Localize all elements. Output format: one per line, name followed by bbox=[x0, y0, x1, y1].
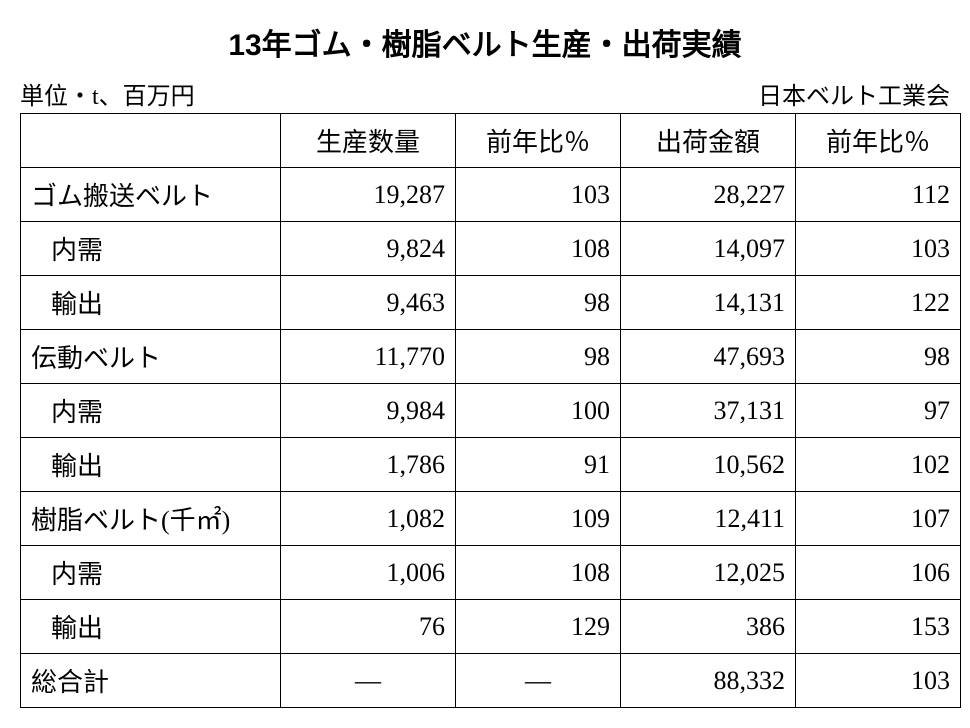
table-row: 内需9,98410037,13197 bbox=[21, 384, 961, 438]
table-row: 樹脂ベルト(千㎡)1,08210912,411107 bbox=[21, 492, 961, 546]
row-label: 樹脂ベルト(千㎡) bbox=[21, 492, 281, 546]
cell: 14,131 bbox=[621, 276, 796, 330]
table-row: 伝動ベルト11,7709847,69398 bbox=[21, 330, 961, 384]
cell: 100 bbox=[456, 384, 621, 438]
cell: ― bbox=[456, 654, 621, 708]
cell: 386 bbox=[621, 600, 796, 654]
page-title: 13年ゴム・樹脂ベルト生産・出荷実績 bbox=[20, 20, 950, 64]
cell: 98 bbox=[456, 276, 621, 330]
cell: 12,411 bbox=[621, 492, 796, 546]
cell: ― bbox=[281, 654, 456, 708]
cell: 19,287 bbox=[281, 168, 456, 222]
row-label: 内需 bbox=[21, 384, 281, 438]
table-row: 輸出76129386153 bbox=[21, 600, 961, 654]
cell: 97 bbox=[796, 384, 961, 438]
cell: 37,131 bbox=[621, 384, 796, 438]
cell: 1,786 bbox=[281, 438, 456, 492]
row-label: 輸出 bbox=[21, 438, 281, 492]
row-label: 輸出 bbox=[21, 600, 281, 654]
row-label: 輸出 bbox=[21, 276, 281, 330]
data-table: 生産数量 前年比％ 出荷金額 前年比％ ゴム搬送ベルト19,28710328,2… bbox=[20, 113, 961, 708]
cell: 1,006 bbox=[281, 546, 456, 600]
cell: 108 bbox=[456, 546, 621, 600]
cell: 11,770 bbox=[281, 330, 456, 384]
cell: 76 bbox=[281, 600, 456, 654]
cell: 88,332 bbox=[621, 654, 796, 708]
row-label: 総合計 bbox=[21, 654, 281, 708]
table-body: ゴム搬送ベルト19,28710328,227112内需9,82410814,09… bbox=[21, 168, 961, 708]
col-header-blank bbox=[21, 114, 281, 168]
row-label: ゴム搬送ベルト bbox=[21, 168, 281, 222]
row-label: 内需 bbox=[21, 546, 281, 600]
cell: 107 bbox=[796, 492, 961, 546]
cell: 108 bbox=[456, 222, 621, 276]
table-row: ゴム搬送ベルト19,28710328,227112 bbox=[21, 168, 961, 222]
row-label: 伝動ベルト bbox=[21, 330, 281, 384]
cell: 9,463 bbox=[281, 276, 456, 330]
unit-label: 単位・t、百万円 bbox=[20, 76, 195, 111]
cell: 122 bbox=[796, 276, 961, 330]
cell: 129 bbox=[456, 600, 621, 654]
table-row: 内需1,00610812,025106 bbox=[21, 546, 961, 600]
cell: 14,097 bbox=[621, 222, 796, 276]
cell: 103 bbox=[456, 168, 621, 222]
col-header-yoy-1: 前年比％ bbox=[456, 114, 621, 168]
table-row: 総合計――88,332103 bbox=[21, 654, 961, 708]
table-header-row: 生産数量 前年比％ 出荷金額 前年比％ bbox=[21, 114, 961, 168]
col-header-yoy-2: 前年比％ bbox=[796, 114, 961, 168]
cell: 109 bbox=[456, 492, 621, 546]
col-header-production-qty: 生産数量 bbox=[281, 114, 456, 168]
cell: 9,984 bbox=[281, 384, 456, 438]
cell: 12,025 bbox=[621, 546, 796, 600]
source-label: 日本ベルト工業会 bbox=[758, 76, 950, 111]
table-row: 輸出9,4639814,131122 bbox=[21, 276, 961, 330]
col-header-shipment-amount: 出荷金額 bbox=[621, 114, 796, 168]
cell: 98 bbox=[796, 330, 961, 384]
cell: 91 bbox=[456, 438, 621, 492]
cell: 47,693 bbox=[621, 330, 796, 384]
cell: 106 bbox=[796, 546, 961, 600]
table-row: 輸出1,7869110,562102 bbox=[21, 438, 961, 492]
cell: 102 bbox=[796, 438, 961, 492]
cell: 112 bbox=[796, 168, 961, 222]
cell: 10,562 bbox=[621, 438, 796, 492]
cell: 103 bbox=[796, 222, 961, 276]
row-label: 内需 bbox=[21, 222, 281, 276]
cell: 103 bbox=[796, 654, 961, 708]
cell: 9,824 bbox=[281, 222, 456, 276]
cell: 1,082 bbox=[281, 492, 456, 546]
cell: 98 bbox=[456, 330, 621, 384]
cell: 153 bbox=[796, 600, 961, 654]
table-row: 内需9,82410814,097103 bbox=[21, 222, 961, 276]
cell: 28,227 bbox=[621, 168, 796, 222]
